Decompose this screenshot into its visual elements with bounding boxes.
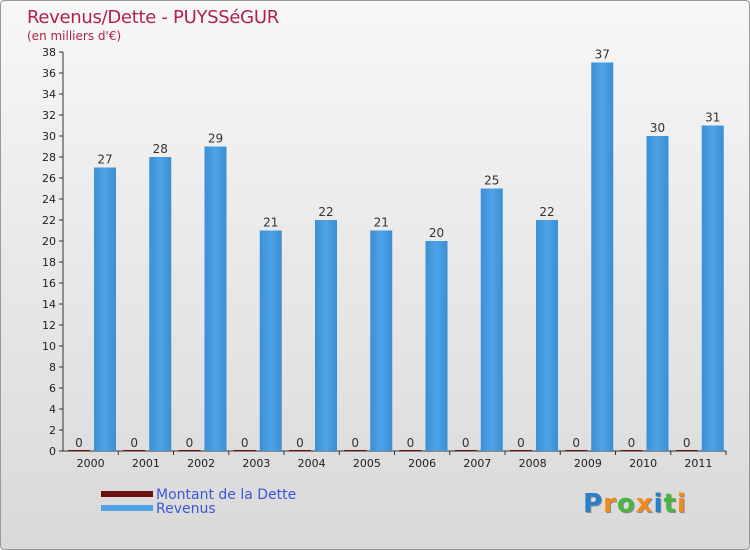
x-tick-label: 2000 — [77, 457, 105, 470]
y-tick-label: 14 — [42, 298, 56, 311]
data-label-revenus: 30 — [650, 121, 665, 135]
y-tick-label: 12 — [42, 319, 56, 332]
y-tick-label: 20 — [42, 235, 56, 248]
bar-dette — [620, 450, 643, 451]
data-label-revenus: 22 — [318, 205, 333, 219]
chart-title: Revenus/Dette - PUYSSéGUR — [27, 7, 279, 28]
x-tick-label: 2006 — [408, 457, 436, 470]
x-tick-label: 2001 — [132, 457, 160, 470]
y-tick-label: 36 — [42, 67, 56, 80]
data-label-dette: 0 — [628, 436, 636, 450]
data-label-revenus: 27 — [97, 153, 112, 167]
data-label-revenus: 37 — [595, 48, 610, 62]
data-label-dette: 0 — [130, 436, 138, 450]
data-label-revenus: 21 — [374, 216, 389, 230]
data-label-dette: 0 — [75, 436, 83, 450]
chart-subtitle: (en milliers d'€) — [27, 29, 122, 43]
bar-dette — [454, 450, 477, 451]
x-tick-label: 2005 — [353, 457, 381, 470]
bar-revenus — [536, 220, 558, 451]
x-tick-label: 2007 — [463, 457, 491, 470]
bar-dette — [233, 450, 256, 451]
x-tick-label: 2011 — [684, 457, 712, 470]
y-tick-label: 2 — [49, 424, 56, 437]
bar-dette — [675, 450, 698, 451]
bar-revenus — [425, 241, 448, 451]
x-tick-label: 2010 — [629, 457, 657, 470]
bar-revenus — [204, 146, 227, 451]
x-tick-label: 2009 — [574, 457, 602, 470]
legend-swatch-dette — [101, 491, 153, 497]
bar-dette — [510, 450, 532, 451]
bar-dette — [289, 450, 311, 451]
x-tick-label: 2004 — [298, 457, 326, 470]
data-label-revenus: 28 — [153, 142, 168, 156]
data-label-dette: 0 — [296, 436, 304, 450]
bar-revenus — [701, 125, 724, 451]
bar-dette — [565, 450, 588, 451]
bar-revenus — [591, 62, 614, 451]
data-label-revenus: 29 — [208, 132, 223, 146]
bar-dette — [178, 450, 201, 451]
y-tick-label: 24 — [42, 193, 56, 206]
data-label-revenus: 25 — [484, 174, 499, 188]
bar-revenus — [94, 167, 116, 451]
legend-label-dette: Montant de la Dette — [156, 487, 297, 503]
data-label-revenus: 20 — [429, 226, 444, 240]
y-tick-label: 16 — [42, 277, 56, 290]
logo-letter: r — [603, 489, 617, 519]
bar-revenus — [149, 157, 172, 451]
logo-letter: P — [583, 489, 604, 519]
data-label-dette: 0 — [683, 436, 691, 450]
y-tick-label: 10 — [42, 340, 56, 353]
logo-letter: i — [653, 489, 664, 519]
data-label-dette: 0 — [572, 436, 580, 450]
y-tick-label: 8 — [49, 361, 56, 374]
legend-label-revenus: Revenus — [156, 501, 216, 517]
x-tick-label: 2003 — [242, 457, 270, 470]
bar-dette — [399, 450, 422, 451]
bar-revenus — [315, 220, 337, 451]
data-label-dette: 0 — [517, 436, 525, 450]
y-tick-label: 34 — [42, 88, 56, 101]
bar-revenus — [480, 188, 503, 451]
y-tick-label: 32 — [42, 109, 56, 122]
y-tick-label: 0 — [49, 445, 56, 458]
data-label-dette: 0 — [407, 436, 415, 450]
y-tick-label: 38 — [42, 46, 56, 59]
y-tick-label: 22 — [42, 214, 56, 227]
data-label-revenus: 21 — [263, 216, 278, 230]
y-tick-label: 4 — [49, 403, 56, 416]
data-label-dette: 0 — [351, 436, 359, 450]
logo-letter: o — [616, 489, 636, 519]
bar-revenus — [646, 136, 669, 451]
bar-dette — [68, 450, 90, 451]
bar-revenus — [259, 230, 282, 451]
x-tick-label: 2008 — [519, 457, 547, 470]
data-label-dette: 0 — [186, 436, 194, 450]
y-tick-label: 28 — [42, 151, 56, 164]
bar-revenus — [370, 230, 393, 451]
bar-dette — [123, 450, 146, 451]
logo-letter: x — [635, 489, 654, 519]
data-label-dette: 0 — [462, 436, 470, 450]
data-label-dette: 0 — [241, 436, 249, 450]
proxiti-logo: Proxiti — [583, 489, 687, 519]
legend-swatch-revenus — [101, 505, 153, 511]
data-label-revenus: 31 — [705, 111, 720, 125]
logo-letter: t — [663, 489, 677, 519]
y-tick-label: 18 — [42, 256, 56, 269]
y-tick-label: 26 — [42, 172, 56, 185]
y-tick-label: 30 — [42, 130, 56, 143]
x-tick-label: 2002 — [187, 457, 215, 470]
data-label-revenus: 22 — [539, 205, 554, 219]
y-tick-label: 6 — [49, 382, 56, 395]
logo-letter: i — [676, 489, 687, 519]
bar-dette — [344, 450, 367, 451]
